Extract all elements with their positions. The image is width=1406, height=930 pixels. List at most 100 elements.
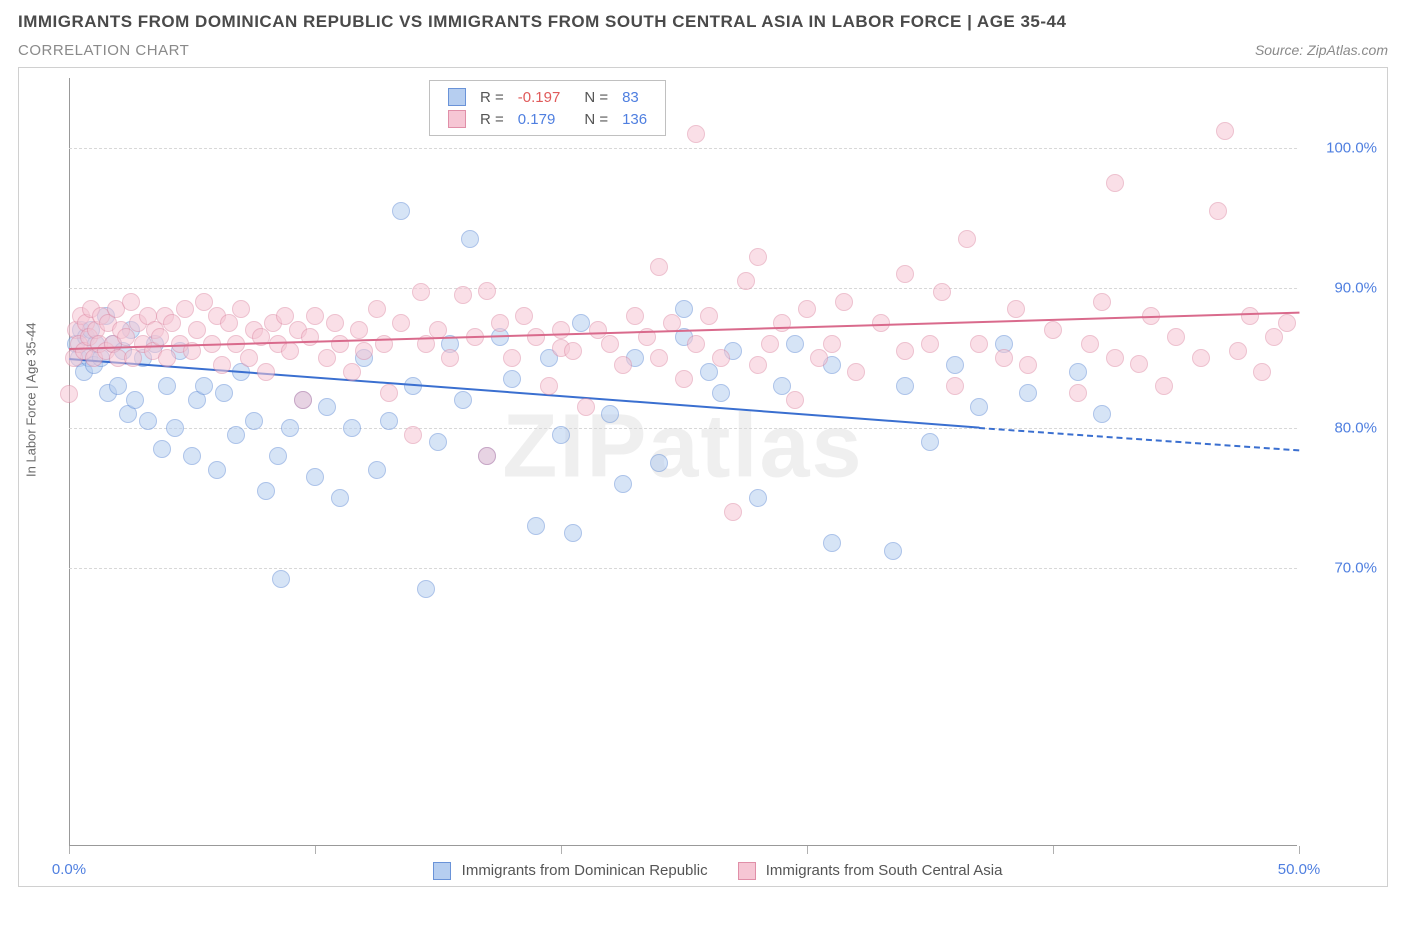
data-point bbox=[380, 412, 398, 430]
data-point bbox=[1155, 377, 1173, 395]
data-point bbox=[614, 356, 632, 374]
data-point bbox=[527, 517, 545, 535]
chart-title: IMMIGRANTS FROM DOMINICAN REPUBLIC VS IM… bbox=[18, 12, 1388, 32]
data-point bbox=[823, 534, 841, 552]
data-point bbox=[835, 293, 853, 311]
data-point bbox=[215, 384, 233, 402]
x-tick-label: 50.0% bbox=[1278, 861, 1321, 878]
data-point bbox=[240, 349, 258, 367]
data-point bbox=[326, 314, 344, 332]
data-point bbox=[749, 248, 767, 266]
data-point bbox=[896, 377, 914, 395]
data-point bbox=[503, 370, 521, 388]
data-point bbox=[601, 335, 619, 353]
data-point bbox=[675, 370, 693, 388]
data-point bbox=[1106, 174, 1124, 192]
data-point bbox=[847, 363, 865, 381]
data-point bbox=[183, 447, 201, 465]
data-point bbox=[195, 377, 213, 395]
data-point bbox=[355, 342, 373, 360]
data-point bbox=[122, 293, 140, 311]
data-point bbox=[429, 433, 447, 451]
data-point bbox=[139, 412, 157, 430]
stats-row: R =-0.197N =83 bbox=[442, 87, 653, 107]
data-point bbox=[773, 314, 791, 332]
y-axis-label: In Labor Force | Age 35-44 bbox=[24, 323, 39, 477]
x-tick bbox=[807, 846, 808, 854]
data-point bbox=[331, 489, 349, 507]
stats-legend: R =-0.197N =83R =0.179N =136 bbox=[429, 80, 666, 136]
data-point bbox=[158, 349, 176, 367]
data-point bbox=[970, 335, 988, 353]
data-point bbox=[478, 447, 496, 465]
data-point bbox=[151, 328, 169, 346]
data-point bbox=[650, 454, 668, 472]
data-point bbox=[564, 342, 582, 360]
data-point bbox=[227, 426, 245, 444]
data-point bbox=[412, 283, 430, 301]
data-point bbox=[1093, 293, 1111, 311]
data-point bbox=[1069, 384, 1087, 402]
series-legend: Immigrants from Dominican Republic Immig… bbox=[19, 862, 1387, 880]
data-point bbox=[117, 328, 135, 346]
source-attribution: Source: ZipAtlas.com bbox=[1255, 42, 1388, 58]
data-point bbox=[1253, 363, 1271, 381]
legend-label: Immigrants from Dominican Republic bbox=[457, 862, 707, 879]
stats-row: R =0.179N =136 bbox=[442, 109, 653, 129]
gridline bbox=[69, 148, 1297, 149]
data-point bbox=[786, 335, 804, 353]
y-tick-label: 80.0% bbox=[1334, 420, 1377, 437]
data-point bbox=[368, 461, 386, 479]
data-point bbox=[257, 482, 275, 500]
data-point bbox=[700, 307, 718, 325]
data-point bbox=[527, 328, 545, 346]
data-point bbox=[461, 230, 479, 248]
data-point bbox=[126, 391, 144, 409]
data-point bbox=[343, 419, 361, 437]
data-point bbox=[540, 377, 558, 395]
data-point bbox=[281, 342, 299, 360]
legend-swatch bbox=[448, 88, 466, 106]
data-point bbox=[724, 503, 742, 521]
legend-swatch bbox=[448, 110, 466, 128]
data-point bbox=[601, 405, 619, 423]
data-point bbox=[970, 398, 988, 416]
data-point bbox=[933, 283, 951, 301]
data-point bbox=[306, 307, 324, 325]
y-tick-label: 100.0% bbox=[1326, 140, 1377, 157]
chart-subtitle: CORRELATION CHART bbox=[18, 42, 189, 59]
data-point bbox=[687, 125, 705, 143]
data-point bbox=[478, 282, 496, 300]
data-point bbox=[896, 265, 914, 283]
data-point bbox=[158, 377, 176, 395]
data-point bbox=[946, 377, 964, 395]
data-point bbox=[257, 363, 275, 381]
gridline bbox=[69, 568, 1297, 569]
legend-label: Immigrants from South Central Asia bbox=[762, 862, 1003, 879]
data-point bbox=[220, 314, 238, 332]
data-point bbox=[700, 363, 718, 381]
x-tick bbox=[315, 846, 316, 854]
data-point bbox=[60, 385, 78, 403]
x-tick-label: 0.0% bbox=[52, 861, 86, 878]
data-point bbox=[687, 335, 705, 353]
x-tick bbox=[1299, 846, 1300, 854]
data-point bbox=[281, 419, 299, 437]
data-point bbox=[946, 356, 964, 374]
data-point bbox=[650, 258, 668, 276]
data-point bbox=[958, 230, 976, 248]
data-point bbox=[552, 321, 570, 339]
data-point bbox=[188, 321, 206, 339]
data-point bbox=[441, 349, 459, 367]
data-point bbox=[1044, 321, 1062, 339]
data-point bbox=[1081, 335, 1099, 353]
data-point bbox=[269, 447, 287, 465]
data-point bbox=[392, 314, 410, 332]
data-point bbox=[884, 542, 902, 560]
data-point bbox=[712, 384, 730, 402]
data-point bbox=[1216, 122, 1234, 140]
data-point bbox=[572, 314, 590, 332]
data-point bbox=[343, 363, 361, 381]
data-point bbox=[350, 321, 368, 339]
data-point bbox=[491, 314, 509, 332]
